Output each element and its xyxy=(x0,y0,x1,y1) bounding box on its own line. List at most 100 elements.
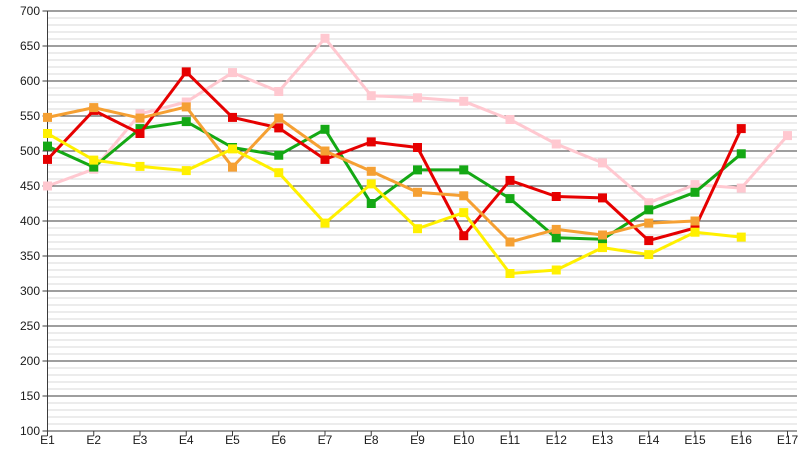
data-point-green xyxy=(366,199,376,208)
data-point-green xyxy=(181,117,191,127)
x-axis-label: E14 xyxy=(638,433,660,447)
major-gridlines xyxy=(47,10,797,432)
data-point-yellow xyxy=(228,144,237,154)
x-axis-label: E1 xyxy=(40,433,55,447)
data-point-orange xyxy=(598,230,607,240)
data-point-orange xyxy=(89,103,99,113)
data-point-orange xyxy=(366,166,376,176)
data-point-yellow xyxy=(366,179,376,189)
data-point-red xyxy=(274,123,284,133)
data-point-yellow xyxy=(644,250,654,260)
data-point-yellow xyxy=(459,208,469,218)
data-point-red xyxy=(505,175,515,185)
data-point-red xyxy=(320,154,330,164)
data-point-orange xyxy=(43,112,52,122)
x-axis-label: E7 xyxy=(318,433,333,447)
data-point-red xyxy=(181,67,191,77)
y-axis-label: 150 xyxy=(20,389,40,403)
data-point-yellow xyxy=(135,161,145,171)
series-orange-line xyxy=(43,102,700,247)
data-point-green xyxy=(459,165,469,175)
x-axis-label: E16 xyxy=(731,433,753,447)
data-point-yellow xyxy=(736,232,746,242)
data-point-pink xyxy=(181,97,191,107)
y-axis-labels: 700 650 600 550 500 450 400 350 300 250 200 150 100 xyxy=(20,4,40,438)
series-green-path xyxy=(46,120,743,241)
data-point-pink xyxy=(459,96,469,106)
y-axis-label: 100 xyxy=(20,424,40,438)
data-point-red xyxy=(413,143,422,152)
x-axis-label: E13 xyxy=(592,433,614,447)
data-point-red xyxy=(644,236,654,246)
data-point-green xyxy=(43,141,52,151)
data-point-red xyxy=(736,124,746,134)
series-red-path xyxy=(46,70,743,243)
x-axis-labels: E1 E2 E3 E4 E5 E6 E7 E8 E9 E10 E11 E12 E13 E14 E15 E16 E… xyxy=(40,433,798,447)
data-point-green xyxy=(644,205,654,215)
data-point-orange xyxy=(505,237,515,247)
data-point-yellow xyxy=(274,168,284,178)
data-point-orange xyxy=(135,113,145,123)
data-point-orange xyxy=(644,218,654,228)
data-point-orange xyxy=(274,113,284,123)
y-axis-label: 200 xyxy=(20,354,40,368)
data-point-orange xyxy=(320,146,330,156)
data-point-orange xyxy=(181,102,191,112)
series-red-line xyxy=(43,67,746,246)
data-point-green xyxy=(505,194,515,204)
y-axis-label: 650 xyxy=(20,39,40,53)
data-point-yellow xyxy=(89,155,99,165)
data-point-green xyxy=(736,149,746,159)
x-axis-label: E5 xyxy=(225,433,240,447)
data-point-green xyxy=(320,124,330,134)
y-axis-label: 500 xyxy=(20,144,40,158)
y-axis-label: 400 xyxy=(20,214,40,228)
y-axis-label: 300 xyxy=(20,284,40,298)
y-axis-label: 450 xyxy=(20,179,40,193)
x-axis-label: E15 xyxy=(684,433,706,447)
data-point-pink xyxy=(413,93,422,103)
y-axis-label: 700 xyxy=(20,4,40,18)
data-point-red xyxy=(598,193,607,203)
data-point-red xyxy=(551,192,561,201)
x-axis-label: E4 xyxy=(179,433,194,447)
x-axis-label: E8 xyxy=(364,433,379,447)
series-pink-path xyxy=(46,36,789,205)
x-axis-label: E9 xyxy=(410,433,425,447)
data-point-yellow xyxy=(320,218,330,228)
data-point-pink xyxy=(228,68,237,78)
x-axis-label: E17 xyxy=(777,433,799,447)
data-point-pink xyxy=(644,198,654,208)
data-point-pink xyxy=(43,181,52,191)
data-point-orange xyxy=(459,191,469,201)
data-point-pink xyxy=(783,131,792,141)
data-point-yellow xyxy=(413,224,422,234)
x-axis-label: E6 xyxy=(271,433,286,447)
series-yellow-path xyxy=(46,132,743,275)
data-point-pink xyxy=(505,115,515,124)
x-axis-label: E12 xyxy=(546,433,568,447)
x-axis-label: E10 xyxy=(453,433,475,447)
data-point-pink xyxy=(736,183,746,193)
data-point-pink xyxy=(598,158,607,168)
x-axis-label: E3 xyxy=(133,433,148,447)
series-green-line xyxy=(43,117,746,244)
data-point-green xyxy=(690,187,700,197)
y-axis-label: 600 xyxy=(20,74,40,88)
axes xyxy=(42,10,788,436)
data-point-red xyxy=(135,129,145,138)
series-yellow-line xyxy=(43,129,746,278)
data-point-green xyxy=(413,165,422,175)
data-point-orange xyxy=(413,187,422,197)
data-point-green xyxy=(274,150,284,160)
data-point-red xyxy=(43,154,52,164)
data-point-green xyxy=(135,124,145,134)
data-point-yellow xyxy=(43,129,52,138)
data-point-pink xyxy=(690,180,700,190)
y-axis-label: 550 xyxy=(20,109,40,123)
data-point-red xyxy=(228,112,237,122)
data-point-yellow xyxy=(598,243,607,253)
data-point-yellow xyxy=(551,265,561,275)
